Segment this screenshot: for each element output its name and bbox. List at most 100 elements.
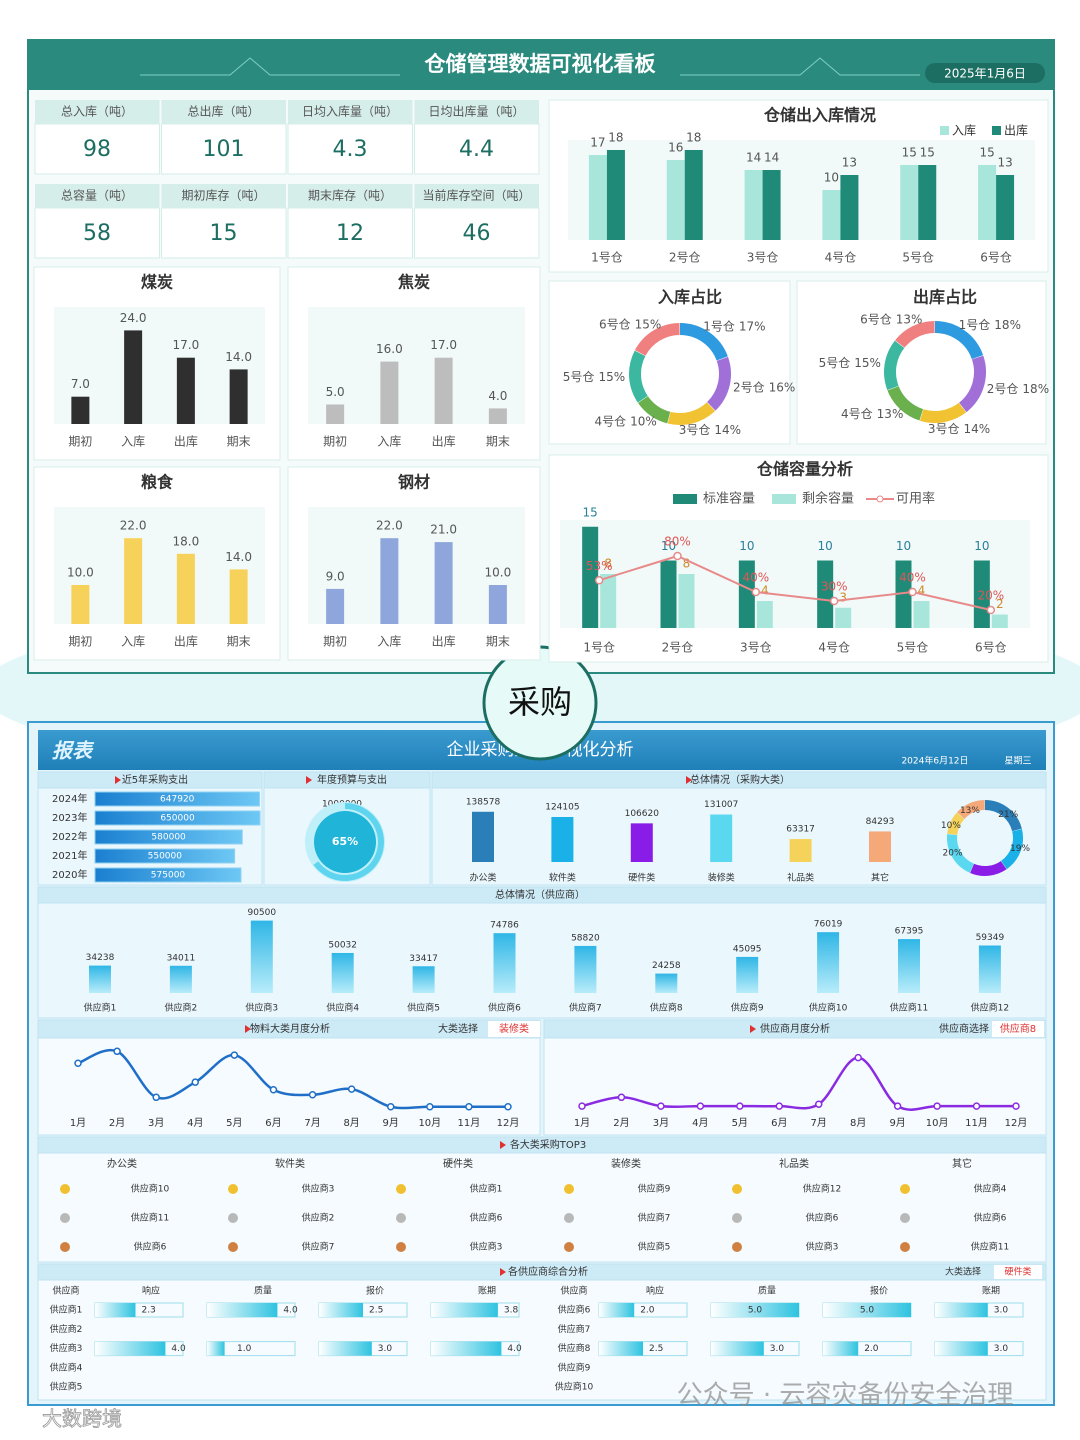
panel xyxy=(37,1019,541,1136)
slice-value: 10% xyxy=(630,414,657,428)
chart-title: 仓储出入库情况 xyxy=(763,106,876,125)
x-tick-label: 5月 xyxy=(732,1117,748,1129)
bar xyxy=(744,170,763,240)
slice-category: 6号仓 xyxy=(860,312,892,326)
kpi-label-bg xyxy=(35,184,160,208)
data-label: 15 xyxy=(583,505,598,519)
bar xyxy=(326,404,345,424)
watermark-2: 大数跨境 xyxy=(42,1407,122,1431)
section-title: 年度预算与支出 xyxy=(317,773,387,786)
row-name: 供应商8 xyxy=(558,1342,591,1354)
x-tick-label: 3月 xyxy=(653,1117,669,1129)
x-tick-label: 供应商8 xyxy=(650,1002,683,1014)
column-title: 办公类 xyxy=(107,1157,137,1170)
kpi-value: 12 xyxy=(336,221,364,246)
panel xyxy=(37,1263,1047,1401)
top-header xyxy=(28,40,1054,90)
slice-label: 4号仓 10% xyxy=(594,414,656,428)
score-bar xyxy=(935,1341,988,1356)
x-tick-label: 其它 xyxy=(871,872,889,884)
x-tick-label: 10月 xyxy=(418,1117,441,1129)
data-label: 24258 xyxy=(652,961,681,971)
bar xyxy=(660,560,677,628)
legend-swatch xyxy=(673,494,697,504)
column-header: 报价 xyxy=(870,1285,888,1297)
section-title: 供应商月度分析 xyxy=(760,1022,830,1035)
column-header: 质量 xyxy=(254,1285,272,1297)
x-tick-label: 出库 xyxy=(432,634,456,649)
data-label: 16.0 xyxy=(376,342,403,356)
bar xyxy=(124,538,143,624)
line-point xyxy=(736,1102,744,1110)
data-label: 22.0 xyxy=(120,519,147,533)
row-name: 供应商10 xyxy=(555,1381,594,1393)
rank-name: 供应商6 xyxy=(974,1212,1007,1224)
panel xyxy=(37,771,263,789)
x-tick-label: 供应商3 xyxy=(245,1002,278,1014)
medal xyxy=(60,1242,70,1252)
bar xyxy=(913,601,930,628)
rate-point xyxy=(986,605,996,615)
slice-value: 16% xyxy=(769,380,796,394)
slice-label: 20% xyxy=(943,849,963,859)
chart-title: 入库占比 xyxy=(658,288,722,307)
line-point xyxy=(972,1102,981,1110)
data-label: 20% xyxy=(977,589,1004,603)
x-tick-label: 5号仓 xyxy=(897,641,929,655)
data-label: 3.0 xyxy=(994,1306,1009,1316)
data-label: 3.0 xyxy=(378,1344,393,1354)
kpi-value-bg xyxy=(34,207,160,259)
panel xyxy=(37,1136,1047,1263)
score-bar xyxy=(431,1341,502,1356)
data-label: 24.0 xyxy=(120,311,147,325)
rate-point xyxy=(673,551,682,561)
x-tick-label: 期末 xyxy=(486,435,510,449)
rank-name: 供应商11 xyxy=(131,1212,169,1224)
line-point xyxy=(578,1102,586,1110)
column-header: 供应商 xyxy=(560,1285,587,1297)
slice-category: 2号仓 xyxy=(987,381,1019,395)
bar xyxy=(817,560,834,628)
slice-category: 3号仓 xyxy=(928,422,960,436)
x-tick-label: 办公类 xyxy=(469,872,496,884)
x-tick-label: 入库 xyxy=(121,634,145,649)
donut-slice xyxy=(634,323,680,357)
x-tick-label: 6月 xyxy=(771,1117,787,1129)
rank-name: 供应商9 xyxy=(638,1183,671,1195)
x-tick-label: 期末 xyxy=(486,635,510,649)
donut-slice xyxy=(947,812,965,836)
rate-point xyxy=(908,587,917,597)
line-point xyxy=(504,1102,512,1111)
bar xyxy=(434,357,453,424)
bar xyxy=(606,150,625,240)
data-label: 34011 xyxy=(167,953,196,963)
data-label: 10.0 xyxy=(67,566,94,580)
rank-name: 供应商2 xyxy=(302,1212,335,1224)
chart-title: 焦炭 xyxy=(397,273,430,292)
kpi-label-bg xyxy=(288,184,413,208)
selector-box xyxy=(994,1265,1042,1279)
donut-slice xyxy=(919,402,967,423)
date-pill xyxy=(925,63,1045,83)
selector-label: 供应商选择 xyxy=(939,1022,989,1035)
data-label: 14 xyxy=(746,151,761,165)
bar xyxy=(326,588,345,624)
rank-name: 供应商6 xyxy=(806,1212,839,1224)
x-tick-label: 供应商6 xyxy=(488,1002,521,1014)
bar xyxy=(630,823,653,862)
column-title: 软件类 xyxy=(275,1157,305,1170)
x-tick-label: 供应商12 xyxy=(971,1002,1009,1014)
data-label: 18.0 xyxy=(173,534,200,548)
slice-label: 4号仓 13% xyxy=(841,407,903,421)
x-tick-label: 期末 xyxy=(227,435,251,449)
marker xyxy=(306,776,312,784)
x-tick-label: 4月 xyxy=(692,1117,708,1129)
data-label: 2.0 xyxy=(864,1344,879,1354)
x-tick-label: 6号仓 xyxy=(980,251,1012,265)
x-tick-label: 4号仓 xyxy=(818,641,850,655)
line-point xyxy=(933,1102,941,1110)
medal xyxy=(228,1184,238,1194)
data-label: 16 xyxy=(668,141,683,155)
bar xyxy=(94,810,261,826)
data-label: 3.0 xyxy=(770,1344,785,1354)
